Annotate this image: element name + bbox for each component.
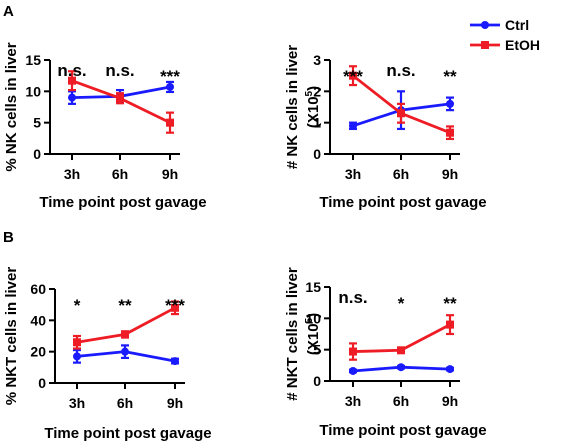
data-point [166,118,174,127]
series-etoh [73,300,179,350]
significance-label: *** [343,67,363,86]
y-tick-label: 15 [25,52,41,68]
x-axis-title: Time point post gavage [39,194,206,211]
x-tick-label: 6h [112,166,128,182]
y-axis-unit: (X105) [304,86,322,128]
y-tick-label: 60 [30,281,46,297]
y-axis-title: # NK cells in liver [284,45,301,169]
panel-label-a: A [3,3,14,20]
y-tick-label: 15 [305,279,321,295]
data-point [349,121,357,130]
x-tick-label: 6h [393,393,409,409]
data-point [446,99,454,108]
significance-label: n.s. [57,61,86,80]
data-point [397,363,405,372]
y-axis-unit: (X105) [304,313,322,355]
data-point [73,352,81,361]
y-tick-label: 0 [33,146,41,162]
chart-panel-1: 0 5 10 15 3h 6h 9h % NK cells in liver Time poin… [3,42,207,211]
x-tick-label: 3h [345,393,361,409]
significance-label: ** [118,296,132,315]
data-point [397,109,405,118]
y-tick-label: 20 [30,344,46,360]
significance-label: n.s. [386,61,415,80]
legend-item-etoh: EtOH [470,37,540,53]
y-unit-exponent: 5 [304,90,315,96]
panel-label-b: B [3,229,14,246]
series-etoh [349,65,454,141]
legend-marker [481,21,489,29]
y-tick-label: 10 [305,310,321,326]
data-point [68,76,76,85]
data-point [349,366,357,375]
data-point [349,347,357,356]
y-tick-label: 0 [38,375,46,391]
significance-label: ** [443,67,457,86]
x-tick-label: 6h [117,395,133,411]
significance-label: *** [165,296,185,315]
significance-label: n.s. [338,288,367,307]
x-tick-label: 9h [442,166,458,182]
legend-label: Ctrl [505,17,529,33]
data-point [121,330,129,339]
x-axis-title: Time point post gavage [44,425,211,442]
chart-panel-3: 0 20 40 60 3h 6h 9h % NKT cells in liver Time po… [3,267,212,442]
data-point [68,93,76,102]
data-point [446,320,454,329]
data-point [73,338,81,347]
x-axis-title: Time point post gavage [319,422,486,439]
y-axis-title: # NKT cells in liver [284,267,301,401]
y-tick-label: 5 [33,115,41,131]
data-point [121,347,129,356]
data-point [171,303,179,312]
y-tick-label: 10 [25,83,41,99]
x-tick-label: 9h [162,166,178,182]
significance-label: ** [443,294,457,313]
y-axis-title: % NKT cells in liver [3,267,20,406]
y-unit-close: ) [305,86,322,91]
legend-marker [481,41,489,49]
significance-label: * [398,294,405,313]
significance-label: n.s. [105,61,134,80]
y-tick-label: 1 [313,115,321,131]
x-tick-label: 3h [345,166,361,182]
y-tick-label: 0 [313,373,321,389]
data-point [171,357,179,366]
x-tick-label: 6h [393,166,409,182]
series-ctrl [73,344,179,366]
x-tick-label: 9h [442,393,458,409]
x-tick-label: 3h [64,166,80,182]
legend-item-ctrl: Ctrl [470,17,529,33]
series-ctrl [349,363,454,375]
y-tick-label: 5 [313,342,321,358]
y-tick-label: 0 [313,146,321,162]
x-tick-label: 3h [69,395,85,411]
y-tick-label: 2 [313,83,321,99]
significance-label: *** [160,67,180,86]
data-point [166,82,174,91]
data-point [446,365,454,374]
y-tick-label: 3 [313,52,321,68]
series-etoh [68,70,174,134]
y-axis-title: % NK cells in liver [3,42,20,171]
x-tick-label: 9h [167,395,183,411]
data-point [446,128,454,137]
series-etoh [349,314,454,361]
legend: Ctrl EtOH [470,17,540,53]
x-axis-title: Time point post gavage [319,194,486,211]
significance-label: * [74,296,81,315]
chart-panel-2: 0 1 2 3 3h 6h 9h # NK cells in liver (X105) Time … [284,45,487,211]
legend-label: EtOH [505,37,540,53]
y-unit-close: ) [305,313,322,318]
y-unit-base: (X10 [305,323,322,355]
data-point [116,94,124,103]
data-point [397,346,405,355]
data-point [349,71,357,80]
y-tick-label: 40 [30,312,46,328]
y-unit-base: (X10 [305,96,322,128]
y-unit-exponent: 5 [304,317,315,323]
